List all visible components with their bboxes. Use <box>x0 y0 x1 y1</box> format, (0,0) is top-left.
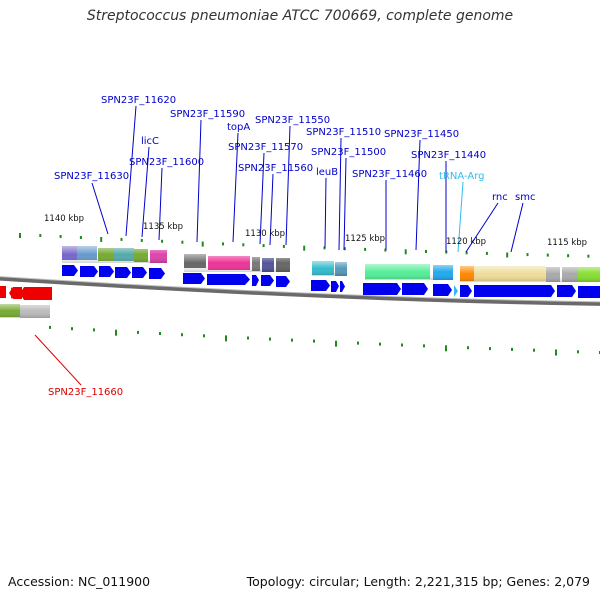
reverse-genes <box>0 286 52 300</box>
gene-arrow <box>183 273 205 284</box>
gene-label: SPN23F_11570 <box>228 142 303 153</box>
accession-text: Accession: NC_011900 <box>8 574 151 589</box>
genome-backbone <box>0 276 600 306</box>
gene-label: tRNA-Arg <box>439 171 484 182</box>
scale-label: 1125 kbp <box>345 234 385 244</box>
gene-arrow <box>261 275 274 286</box>
gene-arrow <box>578 286 600 298</box>
gene-label: SPN23F_11510 <box>306 127 381 138</box>
gene-label: licC <box>141 136 159 147</box>
gene-arrow <box>557 285 576 297</box>
gene-label-group: SPN23F_11620 SPN23F_11590 licC SPN23F_11… <box>48 95 535 398</box>
gene-arrow <box>402 283 428 295</box>
gene-arrow <box>99 266 114 277</box>
gene-label: topA <box>227 122 250 133</box>
gene-arrow <box>340 281 345 292</box>
scale-label: 1140 kbp <box>44 214 84 224</box>
gene-label: SPN23F_11450 <box>384 129 459 140</box>
leader-lines <box>34 105 524 386</box>
gene-arrow <box>363 283 401 295</box>
scale-label: 1120 kbp <box>446 237 486 247</box>
gene-arrow <box>433 284 452 296</box>
scale-label: 1135 kbp <box>143 222 183 232</box>
gene-arrow <box>62 265 78 276</box>
gene-label: SPN23F_11620 <box>101 95 176 106</box>
gene-arrow <box>9 287 22 299</box>
gene-label: smc <box>515 192 535 203</box>
cog-track-lower <box>0 304 50 318</box>
gene-arrow <box>80 266 98 277</box>
gene-label: SPN23F_11550 <box>255 115 330 126</box>
gene-label: rnc <box>492 192 508 203</box>
gene-arrow <box>311 280 330 291</box>
gene-arrow <box>276 276 290 287</box>
scale-labels: 1140 kbp 1135 kbp 1130 kbp 1125 kbp 1120… <box>44 214 587 248</box>
gene-label: SPN23F_11500 <box>311 147 386 158</box>
gene-label: SPN23F_11630 <box>54 171 129 182</box>
gene-label: SPN23F_11560 <box>238 163 313 174</box>
gene-arrow <box>460 285 472 297</box>
gene-label: SPN23F_11660 <box>48 387 123 398</box>
gene-label: SPN23F_11460 <box>352 169 427 180</box>
gene-arrow <box>207 274 250 285</box>
gene-arrow <box>474 285 555 297</box>
gene-arrow <box>132 267 147 278</box>
gene-label: SPN23F_11590 <box>170 109 245 120</box>
gene-arrow <box>115 267 131 278</box>
genome-title: Streptococcus pneumoniae ATCC 700669, co… <box>86 8 514 24</box>
forward-genes <box>62 265 600 298</box>
scale-label: 1115 kbp <box>547 238 587 248</box>
cog-gloss <box>62 246 600 282</box>
gene-arrow <box>20 287 52 300</box>
gene-label: leuB <box>316 167 338 178</box>
trna-arrow <box>454 285 458 297</box>
gene-arrow <box>0 286 6 298</box>
topology-text: Topology: circular; Length: 2,221,315 bp… <box>246 574 590 589</box>
scale-label: 1130 kbp <box>245 229 285 239</box>
gene-label: SPN23F_11600 <box>129 157 204 168</box>
gene-arrow <box>252 275 259 286</box>
gene-label: SPN23F_11440 <box>411 150 486 161</box>
gene-arrow <box>331 281 339 292</box>
gene-arrow <box>149 268 165 279</box>
